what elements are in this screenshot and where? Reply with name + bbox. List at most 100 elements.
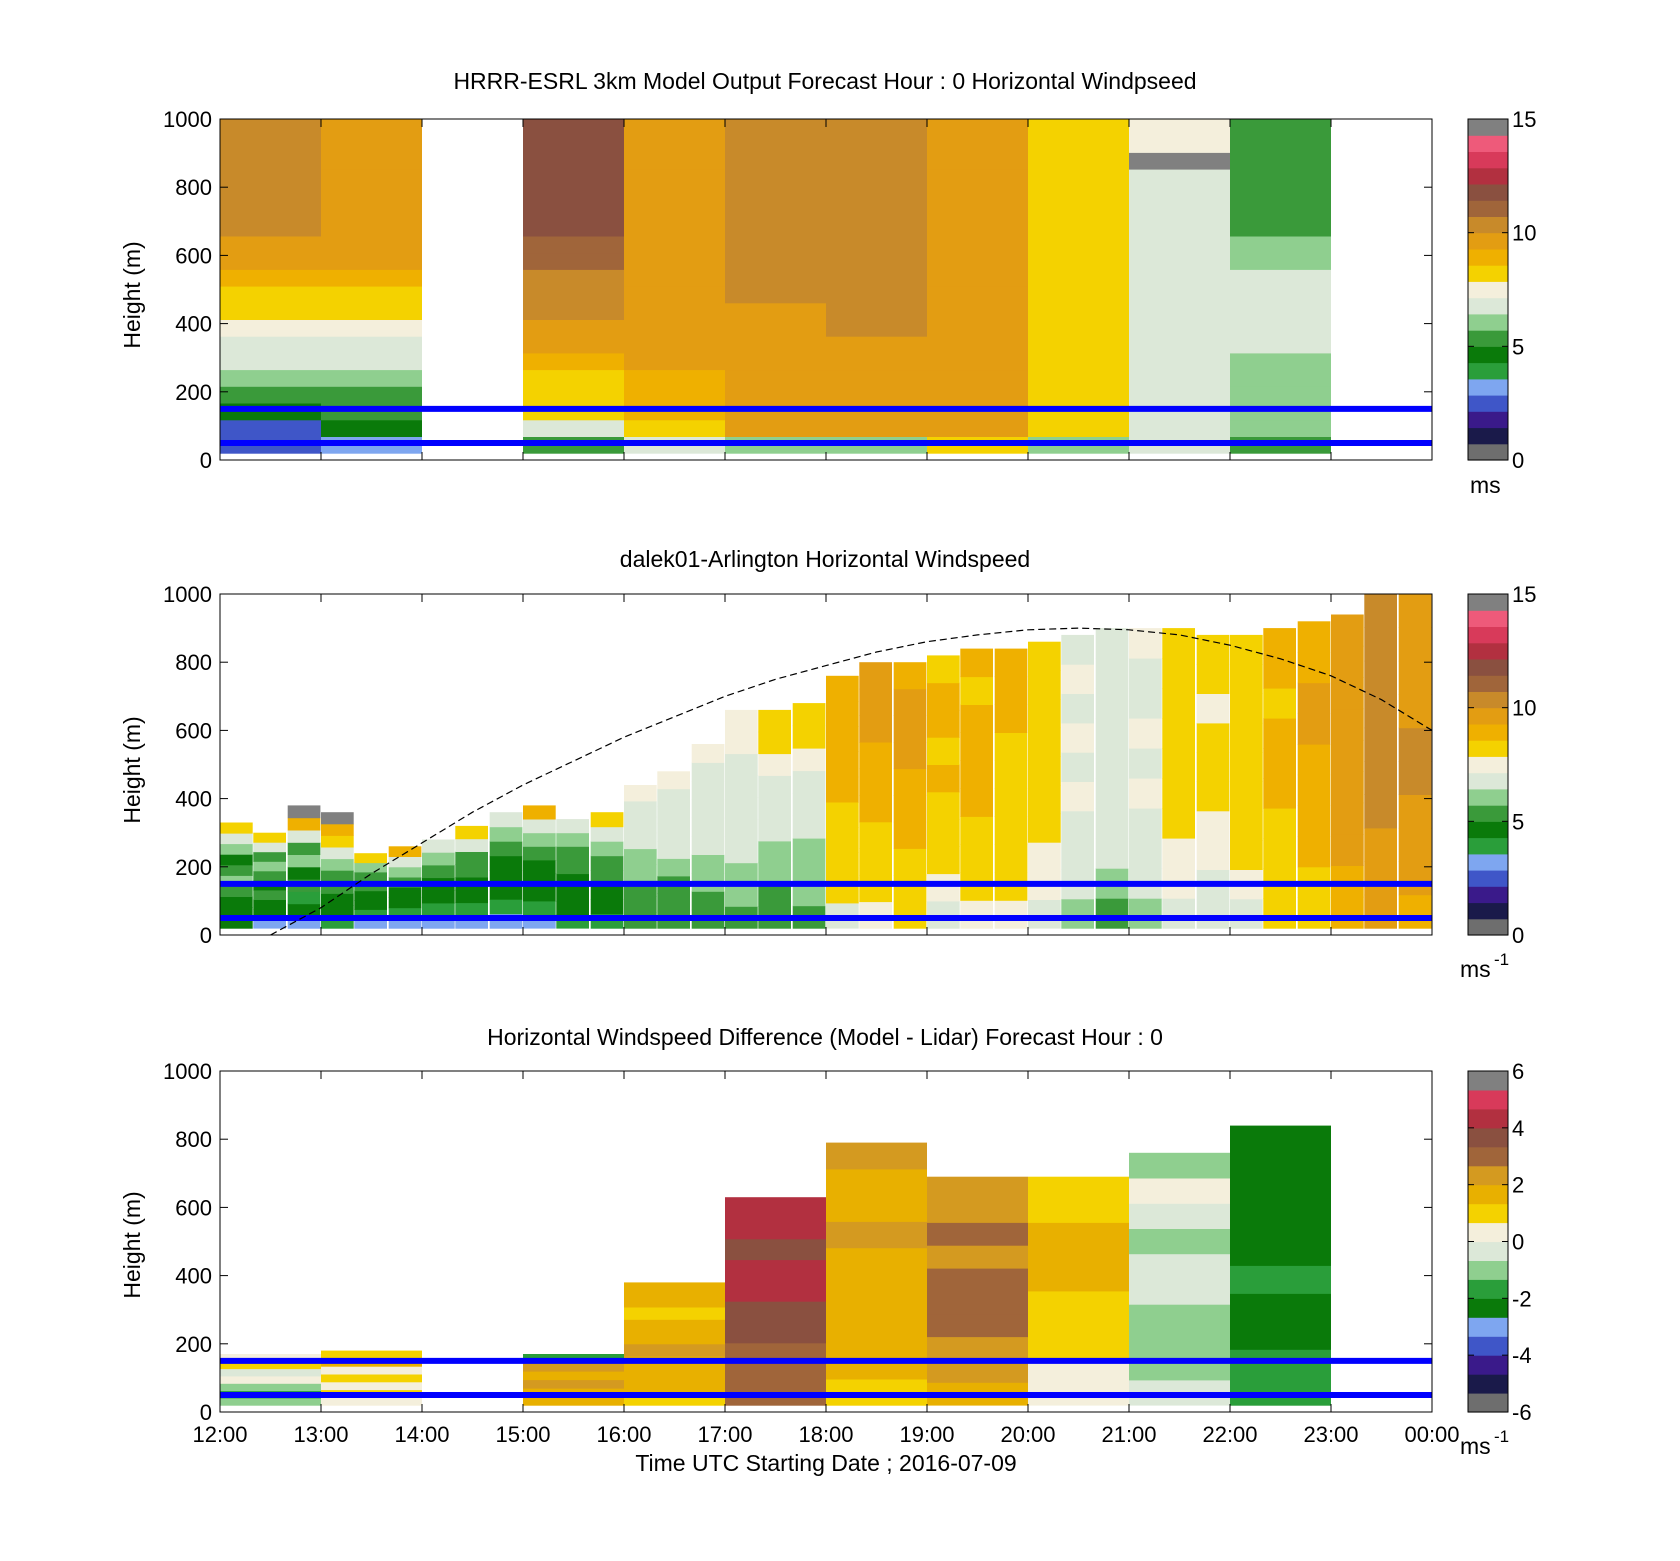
heatmap-cell [523,185,624,203]
heatmap-cell [220,1361,321,1370]
heatmap-cell [927,152,1028,170]
heatmap-cell [1028,1199,1129,1223]
heatmap-cell [321,185,422,203]
heatmap-cell [287,817,321,831]
heatmap-cell [1028,302,1129,320]
heatmap-cell [859,848,892,876]
heatmap-cell [826,1168,927,1196]
colorbar-segment [1468,1317,1508,1337]
heatmap-cell [624,236,725,254]
heatmap-cell [1331,645,1364,678]
heatmap-cell [220,369,321,387]
heatmap-cell [691,744,725,763]
heatmap-cell [1129,1152,1230,1179]
heatmap-cell [1028,369,1129,387]
heatmap-cell [1263,658,1296,689]
heatmap-cell [1398,727,1432,762]
heatmap-cell [1230,419,1331,437]
colorbar-segment [1468,443,1508,461]
heatmap-cell [354,918,387,929]
heatmap-cell [1230,1153,1331,1182]
colorbar-segment [1468,788,1508,806]
heatmap-cell [1230,352,1331,371]
colorbar-segment [1468,1146,1508,1167]
heatmap-cell [927,1222,1028,1246]
heatmap-cell [523,1396,624,1406]
heatmap-cell [1162,748,1195,779]
colorbar-segment [1468,200,1508,217]
heatmap-cell [590,884,624,900]
heatmap-cell [859,821,892,849]
heatmap-cell [927,1245,1028,1269]
colorbar-segment [1468,853,1508,871]
heatmap-cell [1129,135,1230,153]
heatmap-cell [758,731,791,755]
heatmap-cell [725,419,826,437]
heatmap-cell [994,732,1028,761]
heatmap-cell [1230,152,1331,170]
heatmap-cell [725,169,826,187]
heatmap-cell [826,802,859,828]
heatmap-cell [556,819,589,834]
heatmap-cell [1028,269,1129,287]
heatmap-cell [1230,810,1263,841]
heatmap-cell [826,776,859,803]
heatmap-cell [1331,614,1364,647]
heatmap-cell [1230,693,1263,724]
colorbar-segment [1468,837,1508,855]
heatmap-cell [927,900,960,929]
heatmap-cell [826,386,927,404]
heatmap-cell [220,896,253,908]
heatmap-cell [725,236,826,254]
heatmap-cell [1061,781,1094,812]
heatmap-cell [253,851,286,862]
heatmap-cell [1028,352,1129,371]
colorbar-tick-label: 6 [1512,1059,1524,1084]
colorbar-segment [1468,1241,1508,1261]
heatmap-cell [758,709,791,733]
heatmap-cell [321,1397,422,1406]
heatmap-cell [1196,840,1230,870]
heatmap-cell [455,864,488,878]
heatmap-cell [624,1282,725,1296]
heatmap-cell [1061,810,1094,841]
heatmap-cell [321,847,354,860]
heatmap-cell [859,795,892,823]
heatmap-cell [1129,269,1230,287]
colorbar-segment [1468,1203,1508,1224]
heatmap-cell [1398,660,1432,695]
colorbar-tick-label: 15 [1512,582,1536,607]
heatmap-cell [624,1343,725,1357]
heatmap-cell [1297,713,1331,745]
heatmap-cell [220,822,253,834]
heatmap-cell [725,286,826,304]
heatmap-cell [1028,727,1061,757]
heatmap-cell [523,202,624,220]
heatmap-cell [455,838,488,852]
heatmap-cell [1028,252,1129,270]
heatmap-cell [220,252,321,270]
colorbar-segment [1468,870,1508,887]
heatmap-cell [1095,838,1129,869]
heatmap-cell [657,858,690,877]
heatmap-cell [1129,1329,1230,1356]
panel-lidar-ylabel: Height (m) [119,716,145,823]
heatmap-cell [489,884,523,900]
colorbar-tick-label: 4 [1512,1116,1524,1141]
colorbar-tick-label: 15 [1512,107,1536,132]
heatmap-cell [725,319,826,337]
heatmap-cell [1095,808,1129,839]
heatmap-cell [927,1359,1028,1383]
heatmap-cell [1028,286,1129,304]
colorbar-segment [1468,723,1508,741]
heatmap-cell [691,836,725,855]
heatmap-cell [220,1383,321,1392]
heatmap-cell [758,884,791,907]
heatmap-cell [1028,119,1129,137]
heatmap-cell [321,419,422,437]
heatmap-cell [1162,628,1195,659]
colorbar-segment [1468,362,1508,380]
x-axis-label: Time UTC Starting Date ; 2016-07-09 [635,1450,1016,1476]
panel-diff-ylabel: Height (m) [119,1191,145,1298]
heatmap-cell [388,866,422,878]
